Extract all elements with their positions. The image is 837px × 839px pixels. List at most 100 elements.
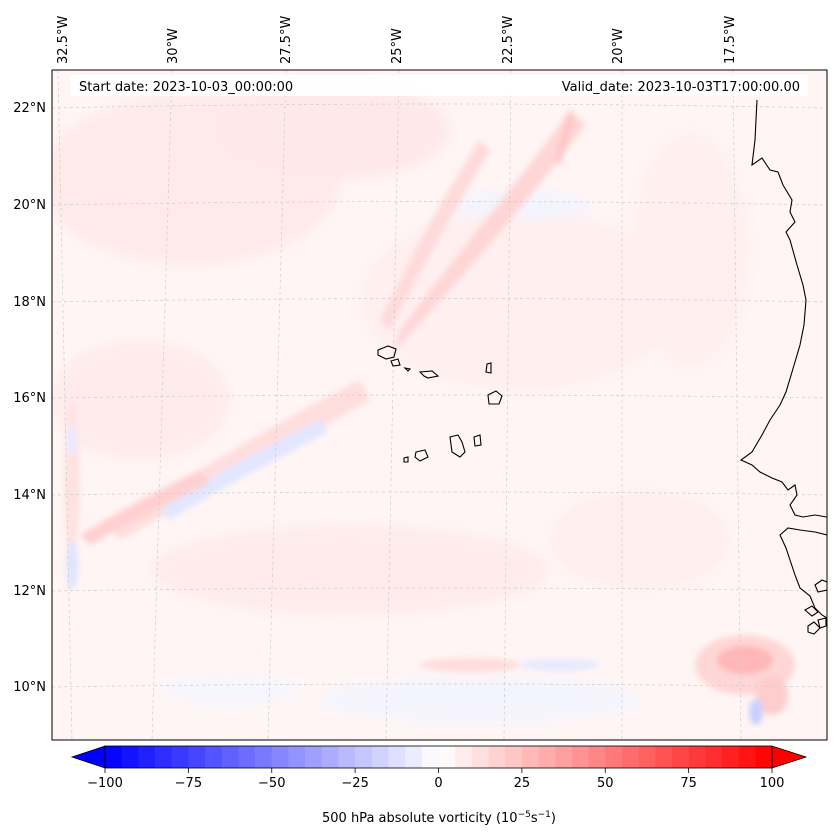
lat-label-12n: 12°N [13, 584, 46, 599]
island-santiago [449, 434, 466, 458]
island-sao-vicente [390, 358, 401, 367]
lon-label-17-5w: 17.5°W [723, 16, 738, 64]
colorbar-cell [288, 746, 306, 768]
colorbar-tick-label: −50 [258, 776, 285, 791]
island-santa-luzia [403, 367, 412, 372]
colorbar-cell [405, 746, 423, 768]
colorbar-cell [371, 746, 389, 768]
colorbar-cell [155, 746, 172, 768]
colorbar-cell [255, 746, 273, 768]
colorbar-tick-label: −100 [87, 776, 123, 791]
start-date-label: Start date: 2023-10-03_00:00:00 [79, 80, 293, 95]
colorbar-tick-label: 25 [514, 776, 531, 791]
colorbar-label-exp1: −5 [518, 810, 531, 820]
west-edge-blue-north [67, 425, 77, 455]
colorbar-cell [321, 746, 339, 768]
lat-label-20n: 20°N [13, 198, 46, 213]
island-santo-antao [377, 345, 397, 360]
coastlines [377, 99, 827, 635]
faint-patch-center [360, 210, 680, 390]
island-sal [485, 362, 492, 374]
map-panel: Start date: 2023-10-03_00:00:00 Valid_da… [51, 69, 828, 741]
colorbar-cell [655, 746, 673, 768]
colorbar-cell [605, 746, 623, 768]
colorbar-cell [638, 746, 656, 768]
colorbar-cell [538, 746, 556, 768]
colorbar-cell [488, 746, 506, 768]
bijagos-islands [804, 605, 827, 635]
blue-streak-band [160, 420, 328, 520]
longitude-labels: 32.5°W 30°W 27.5°W 25°W 22.5°W 20°W 17.5… [56, 16, 738, 64]
diagonal-band-north [395, 110, 585, 350]
blue-patch-south [320, 678, 640, 722]
colorbar-cell [555, 746, 573, 768]
lon-label-27-5w: 27.5°W [279, 16, 294, 64]
colorbar-tick-label: 0 [434, 776, 442, 791]
lon-label-25w: 25°W [390, 28, 405, 64]
faint-patch-south [150, 525, 550, 615]
lon-label-32-5w: 32.5°W [56, 16, 71, 64]
colorbar-label: 500 hPa absolute vorticity (10−5s−1) [322, 810, 556, 826]
colorbar-tick-label: 100 [760, 776, 785, 791]
colorbar-cell [738, 746, 756, 768]
southeast-blue-streak [520, 659, 600, 671]
colorbar-cell [205, 746, 223, 768]
island-boa-vista [487, 390, 503, 405]
blue-patch-southwest [160, 675, 300, 705]
colorbar-tick-label: −25 [341, 776, 368, 791]
lat-label-18n: 18°N [13, 295, 46, 310]
colorbar-cell [571, 746, 589, 768]
colorbar-cell [755, 746, 773, 768]
guinea-bissau-coast [779, 527, 827, 619]
colorbar-cell [705, 746, 723, 768]
colorbar-cell [471, 746, 489, 768]
colorbar-cell [338, 746, 356, 768]
colorbar-cell [421, 746, 439, 768]
lat-label-22n: 22°N [13, 101, 46, 116]
faint-patch-west [52, 340, 230, 460]
latitude-labels: 22°N 20°N 18°N 16°N 14°N 12°N 10°N [13, 101, 46, 695]
header-bar [70, 75, 808, 96]
colorbar-cell [588, 746, 606, 768]
colorbar-cell [221, 746, 239, 768]
colorbar-cell [388, 746, 406, 768]
colorbar-cell [238, 746, 256, 768]
southeast-pink-inner [717, 646, 773, 674]
colorbar-tick-label: −75 [175, 776, 202, 791]
colorbar-label-exp2: −1 [538, 810, 551, 820]
colorbar-cell [688, 746, 706, 768]
colorbar-tick-label: 50 [597, 776, 614, 791]
colorbar-cell [188, 746, 206, 768]
colorbar-label-suffix: ) [551, 811, 556, 826]
colorbar-cell [721, 746, 739, 768]
island-sao-nicolau [418, 370, 440, 379]
colorbar-tick-label: 75 [680, 776, 697, 791]
colorbar-cell [621, 746, 639, 768]
guinea-coast [814, 579, 827, 593]
southeast-pink-south [756, 675, 788, 715]
colorbar-max-extension [771, 745, 808, 769]
lat-label-10n: 10°N [13, 680, 46, 695]
lat-label-16n: 16°N [13, 391, 46, 406]
colorbar-cell [505, 746, 523, 768]
colorbar: −100 −75 −50 −25 0 25 50 75 100 500 hPa absolute… [70, 745, 808, 826]
colorbar-cell [305, 746, 323, 768]
colorbar-cell [355, 746, 373, 768]
gridlines [52, 70, 827, 740]
diagonal-band-south [110, 380, 370, 540]
lon-label-20w: 20°W [611, 28, 626, 64]
colorbar-cell [455, 746, 473, 768]
colorbar-label-prefix: 500 hPa absolute vorticity (10 [322, 811, 518, 826]
diagonal-band-mid [380, 140, 490, 330]
colorbar-cell [121, 746, 139, 768]
faint-patch-southeast [550, 490, 730, 590]
valid-date-label: Valid_date: 2023-10-03T17:00:00.00 [562, 80, 800, 95]
southeast-blue-spot [749, 699, 763, 725]
map-frame [51, 69, 828, 741]
faint-patch-east [630, 130, 750, 370]
island-brava [403, 456, 409, 463]
colorbar-cell [271, 746, 289, 768]
southeast-pink-streak [420, 658, 520, 672]
lon-label-30w: 30°W [166, 28, 181, 64]
